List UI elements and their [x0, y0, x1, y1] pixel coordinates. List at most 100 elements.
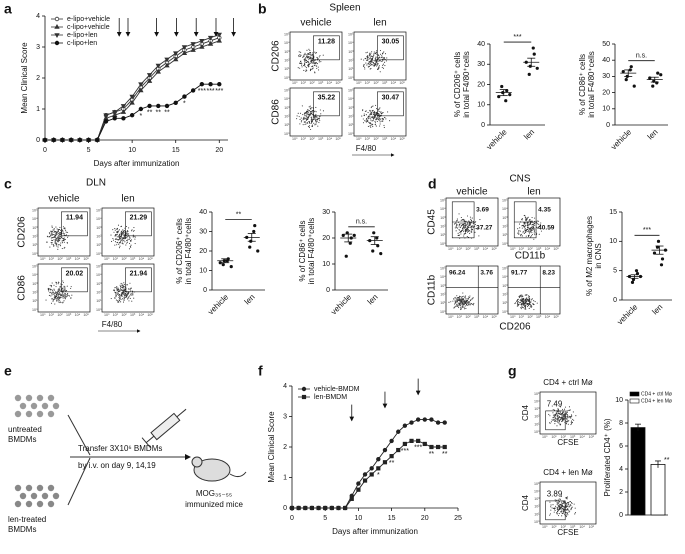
flow-event [55, 233, 57, 235]
flow-event [471, 303, 473, 305]
flow-event [566, 410, 568, 412]
flow-event [477, 227, 479, 229]
flow-event [313, 64, 315, 66]
y-tick-label: 3 [36, 44, 40, 51]
flow-event [114, 228, 116, 230]
mouse-ear [191, 456, 203, 468]
flow-event [307, 116, 309, 118]
flow-tick: 10⁴ [75, 313, 81, 317]
point [129, 112, 135, 118]
significance: ** [429, 451, 435, 458]
x-axis-label: CFSE [557, 438, 578, 447]
flow-event [117, 230, 119, 232]
flow-event [307, 125, 309, 128]
point [369, 466, 374, 471]
flow-event [520, 235, 522, 237]
flow-event [471, 302, 473, 305]
flow-tick: 10⁰ [440, 242, 446, 246]
flow-event [550, 421, 552, 423]
flow-event [558, 507, 560, 509]
point [362, 472, 368, 477]
flow-event [310, 55, 312, 57]
flow-tick: 10¹ [502, 301, 508, 305]
flow-event [556, 499, 558, 501]
flow-event [61, 229, 63, 231]
flow-tick: 10⁴ [32, 217, 38, 221]
significance: *** [414, 445, 422, 452]
point [382, 460, 388, 465]
flow-tick: 10⁵ [589, 435, 595, 439]
point [343, 505, 348, 511]
flow-event [557, 409, 559, 411]
flow-event [570, 414, 573, 416]
flow-event [51, 294, 53, 296]
flow-event [475, 221, 477, 223]
flow-event [524, 214, 526, 216]
flow-event [120, 289, 123, 291]
flow-event [49, 292, 51, 294]
flow-event [467, 302, 469, 304]
y-tick-label: 2 [283, 444, 287, 451]
significance: ** [664, 457, 670, 464]
x-tick-label: 10 [128, 147, 136, 154]
flow-event [373, 114, 375, 116]
flow-event [522, 295, 524, 297]
flow-event [565, 413, 567, 415]
flow-event [133, 227, 135, 229]
flow-event [562, 416, 565, 418]
point [648, 76, 652, 80]
flow-event [56, 295, 58, 298]
flow-event [367, 66, 370, 68]
flow-tick: 10⁰ [348, 132, 354, 136]
flow-event [118, 296, 120, 298]
flow-event [470, 228, 472, 230]
flow-event [556, 512, 558, 514]
flow-event [554, 507, 556, 509]
flow-event [312, 117, 314, 119]
flow-event [382, 120, 384, 122]
x-axis-label: Days after immunization [332, 527, 418, 536]
flow-event [473, 302, 475, 304]
flow-event [116, 293, 118, 295]
flow-event [367, 112, 369, 114]
flow-event [64, 297, 66, 299]
point [651, 84, 655, 88]
flow-event [373, 65, 375, 67]
cell [36, 410, 44, 418]
cell [25, 484, 33, 492]
flow-event [365, 119, 367, 121]
point [138, 82, 144, 88]
flow-event [537, 226, 539, 228]
flow-tick: 10² [465, 315, 471, 319]
flow-event [462, 224, 464, 227]
flow-tick: 10⁴ [348, 41, 354, 45]
flow-event [304, 66, 306, 68]
flow-event [66, 289, 68, 292]
flow-event [459, 303, 461, 305]
flow-tick: 10¹ [96, 299, 102, 303]
flow-event [385, 60, 387, 62]
flow-event [571, 502, 573, 504]
flow-event [379, 117, 381, 119]
flow-event [559, 501, 561, 503]
flow-event [120, 293, 122, 295]
flow-event [554, 419, 556, 421]
flow-tick: 10² [502, 224, 508, 228]
flow-event [574, 512, 577, 514]
flow-event [116, 244, 118, 246]
cell [47, 500, 55, 508]
flow-event [52, 237, 54, 239]
flow-tick: 10⁵ [399, 137, 405, 141]
flow-event [62, 231, 64, 233]
flow-event [58, 292, 60, 294]
flow-event [373, 54, 375, 57]
flow-event [375, 108, 378, 110]
y-tick-label: 0 [619, 512, 623, 519]
flow-event [313, 60, 315, 62]
flow-event [557, 501, 559, 503]
significance: *** [215, 88, 223, 95]
flow-event [375, 63, 377, 66]
flow-event [465, 301, 467, 303]
flow-event [375, 112, 378, 114]
flow-event [468, 302, 470, 304]
